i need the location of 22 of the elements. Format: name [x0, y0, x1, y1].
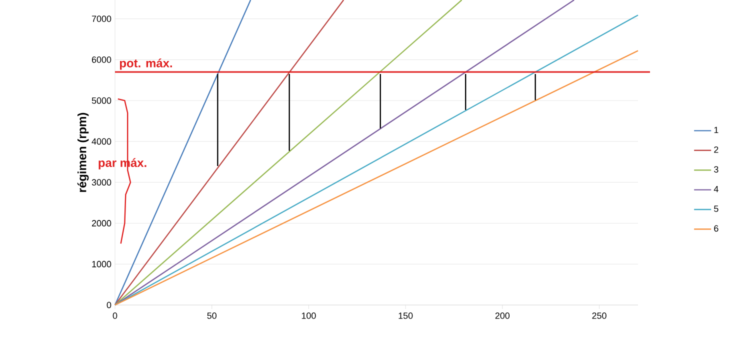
legend-label: 1	[714, 126, 718, 134]
y-tick-label: 3000	[92, 179, 112, 186]
x-tick-label: 200	[495, 312, 510, 319]
x-tick-label: 100	[302, 312, 316, 319]
y-tick-label: 4000	[92, 138, 112, 145]
y-tick-label: 2000	[92, 220, 112, 226]
y-tick-label: 0	[106, 302, 112, 308]
y-axis-title: régimen (rpm)	[77, 112, 89, 192]
legend-label: 4	[714, 186, 718, 192]
legend-label: 3	[714, 166, 718, 173]
x-tick-label: 150	[398, 312, 413, 319]
legend-label: 2	[714, 146, 718, 153]
legend-label: 6	[714, 225, 718, 232]
y-tick-label: 5000	[92, 97, 112, 104]
y-tick-label: 7000	[92, 16, 112, 22]
y-tick-label: 1000	[92, 260, 112, 268]
x-tick-label: 0	[112, 312, 118, 319]
ref-line-label: pot. máx.	[120, 58, 172, 70]
legend-label: 5	[714, 206, 718, 212]
y-tick-label: 6000	[92, 56, 112, 63]
x-tick-label: 50	[207, 312, 216, 319]
x-tick-label: 250	[592, 312, 606, 319]
